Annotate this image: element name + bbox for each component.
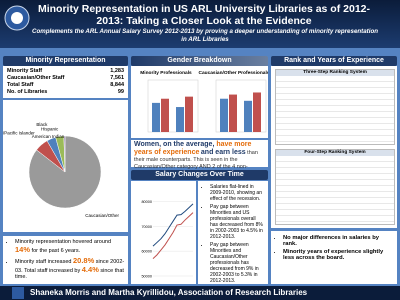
section-heading: Minority Representation [3,56,128,66]
cell: No. of Libraries [7,89,48,95]
slice-label: Black [36,122,48,127]
bar [253,92,261,132]
highlight: 4.4% [81,265,99,274]
section-heading: Salary Changes Over Time [131,170,268,180]
bullet: Salaries flat-lined in 2009-2010, showin… [210,184,265,202]
table: Three-Step Ranking System [275,69,395,145]
authors: Shaneka Morris and Martha Kyrillidou, As… [30,288,308,297]
plot-frame [147,79,199,133]
text: for the past 6 years. [30,248,81,254]
section-heading: Rank and Years of Experience [271,56,397,66]
title: Minority Representation in US ARL Univer… [37,3,370,27]
table: Minority Staff 1,283 Caucasian/Other Staff… [3,66,128,98]
slice-label: Hispanic [41,127,59,132]
bar [185,96,193,132]
cell: Total Staff [7,82,34,88]
line [152,212,194,259]
table-title: Three-Step Ranking System [276,70,394,76]
cell: 1,283 [110,68,124,74]
slice-label: Asian/Pacific Islander [3,130,35,135]
note: Women, on the average, have more years o… [131,140,268,177]
chart-panel: 50000 60000 70000 80000 [131,181,196,284]
bar [244,100,252,132]
bar [176,107,184,132]
plot-frame [215,79,267,133]
chart-panel: Minority Professionals Caucasian/Other Pr… [131,66,270,138]
bullet: Pay gap between Minorities and Caucasian… [210,242,265,284]
table-grid [276,76,394,142]
text: since that time. [15,268,124,280]
footer: Shaneka Morris and Martha Kyrillidou, As… [0,286,400,300]
cell: 8,844 [110,82,124,88]
bullets: No major differences in salaries by rank… [271,231,397,284]
text: Minority staff increased [15,259,73,265]
bullet: Minority representation hovered around 1… [15,239,125,254]
cell: Minority Staff [7,68,43,74]
table-row: No. of Libraries 99 [7,89,124,96]
cell: 99 [117,89,124,95]
text: and earn less [200,149,246,156]
header: Minority Representation in US ARL Univer… [0,0,400,48]
list: Minority representation hovered around 1… [6,239,125,280]
pie-panel: Caucasian/Other Asian/Pacific IslanderBla… [0,100,128,232]
line [152,203,194,247]
highlight: 20.8% [72,256,95,265]
text: Women, on the average, [134,141,217,148]
text: since 2002-03. Total staff increased by [15,259,125,274]
section-heading: Gender Breakdown [131,56,268,66]
y-tick-label: 70000 [141,225,152,229]
bar [161,98,169,132]
cell: Caucasian/Other Staff [7,75,65,81]
pie-chart: Caucasian/Other Asian/Pacific IslanderBla… [0,122,120,218]
bullets: Minority representation hovered around 1… [3,236,128,284]
list: Salaries flat-lined in 2009-2010, showin… [201,184,265,284]
y-tick-label: 60000 [141,250,152,254]
text: have more years of experience [134,141,252,156]
chart-title: Caucasian/Other Professionals [199,70,268,76]
line-chart: 50000 60000 70000 80000 [141,200,194,279]
table-row: Caucasian/Other Staff 7,561 [7,75,124,82]
cell: 7,561 [110,75,124,81]
pie-slice [63,135,66,173]
bullet: Minority staff increased 20.8% since 200… [15,256,125,280]
table: Four-Step Ranking System [275,149,395,225]
logo [12,287,24,299]
y-tick-label: 50000 [141,275,152,279]
y-tick-label: 80000 [141,200,152,204]
highlight: 14% [15,245,31,254]
slice-label: Caucasian/Other [85,213,119,218]
table-grid [276,156,394,222]
gender-charts: Minority Professionals Caucasian/Other Pr… [140,70,270,133]
tables: Three-Step Ranking System Four-Step Ranki… [271,66,397,228]
bullet: Minority years of experience slightly le… [283,249,394,261]
bullet: No major differences in salaries by rank… [283,235,394,247]
logo [4,5,30,31]
bar [152,102,160,132]
bar [220,98,228,132]
subtitle: Complements the ARL Annual Salary Survey… [31,28,378,43]
bar [229,94,237,132]
bullets: Salaries flat-lined in 2009-2010, showin… [198,181,268,284]
slice-label: American Indian [32,134,65,139]
bullet: Pay gap between Minorities and US profes… [210,204,265,240]
text: Minority representation hovered around [15,239,112,245]
table-row: Minority Staff 1,283 [7,68,124,75]
table-row: Total Staff 8,844 [7,82,124,89]
chart-title: Minority Professionals [140,70,192,76]
table-title: Four-Step Ranking System [276,150,394,156]
list: No major differences in salaries by rank… [274,235,394,261]
